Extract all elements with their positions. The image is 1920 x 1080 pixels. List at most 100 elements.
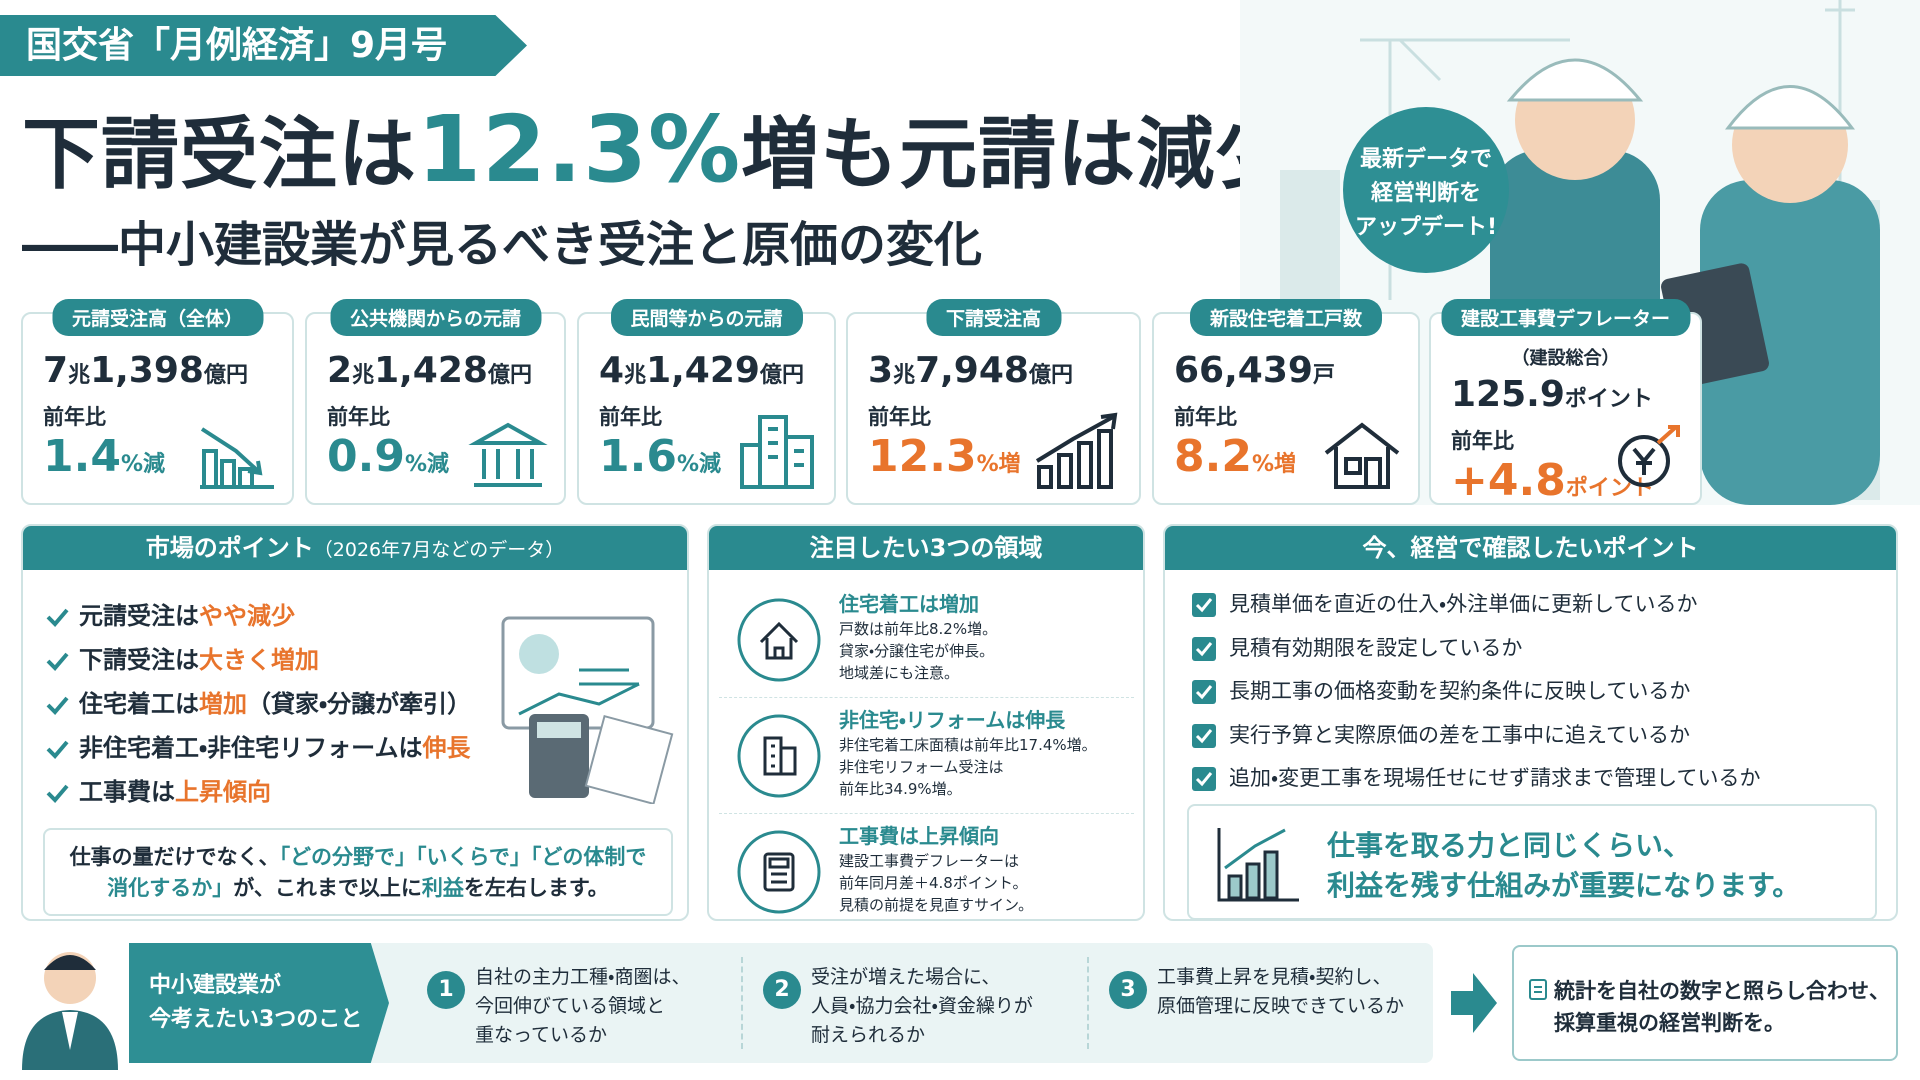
text: 経営判断を	[1370, 181, 1481, 206]
stepnum: 1	[427, 971, 465, 1009]
s: 億円	[759, 363, 804, 388]
text: 統計を自社の数字と照らし合わせ、	[1554, 979, 1890, 1003]
rect	[1192, 767, 1216, 791]
seg: （貸家・分譲が牽引）	[247, 690, 472, 718]
seg: 住宅着工は	[79, 690, 199, 718]
g	[1618, 425, 1680, 487]
kpi-label: 民間等からの元請	[610, 299, 803, 336]
b: 0.9	[327, 431, 405, 482]
blabel: 中小建設業が今考えたい3つのこと	[129, 943, 389, 1063]
hl: 大きく増加	[199, 646, 319, 674]
g	[1324, 422, 1400, 489]
callout: 仕事を取る力と同じくらい、 利益を残す仕組みが重要になります。	[1187, 804, 1877, 919]
svg	[1192, 636, 1216, 661]
text: 工事費上昇を見積・契約し、	[1157, 966, 1392, 988]
kpi-icon	[1324, 422, 1400, 489]
path	[771, 872, 787, 884]
step: 受注が増えた場合に、 人員・協力会社・資金繰りが 耐えられるか	[811, 963, 1033, 1050]
text: 重なっているか	[475, 1024, 608, 1046]
text: 今考えたい3つのこと	[149, 1007, 363, 1032]
l: 前年同月差＋4.8ポイント。	[839, 874, 1028, 892]
b: 1,398	[90, 350, 204, 391]
rect	[1192, 723, 1216, 748]
rect	[1245, 862, 1261, 900]
final: 統計を自社の数字と照らし合わせ、 採算重視の経営判断を。	[1512, 945, 1898, 1061]
path	[46, 784, 69, 803]
rect	[1227, 874, 1243, 900]
hl: 12.3%	[417, 96, 742, 203]
hl: 上昇傾向	[175, 778, 271, 806]
path	[1195, 728, 1213, 743]
rect	[779, 746, 797, 776]
panel-head: 今、経営で確認したいポイント	[1165, 526, 1896, 570]
kpi-label: 元請受注高（全体）	[51, 299, 264, 336]
g	[200, 427, 274, 489]
kpi-label: 新設住宅着工戸数	[1189, 299, 1383, 336]
kpi-compare: 前年比	[868, 405, 931, 429]
path	[1656, 425, 1680, 445]
hl: 伸長	[422, 734, 471, 762]
seg: 工事費は	[79, 778, 175, 806]
kpi-value: 3兆7,948億円	[868, 350, 1139, 391]
g	[737, 830, 821, 914]
path	[44, 955, 96, 970]
path	[1195, 685, 1213, 700]
kpi-value: 125.9ポイント	[1451, 374, 1700, 415]
path	[200, 427, 260, 473]
hl: 「どの分野で」「いくらで」「どの体制で消化するか」	[107, 845, 647, 900]
ficon	[737, 714, 821, 798]
text: 耐えられるか	[811, 1024, 926, 1046]
b: 125.9	[1451, 374, 1565, 415]
kpi-change: +4.8ポイント	[1451, 455, 1700, 506]
text: 長期工事の価格変動を契約条件に反映しているか	[1229, 679, 1691, 703]
path	[771, 744, 775, 768]
text: 原価管理に反映できているか	[1157, 995, 1405, 1017]
kpi-change: 1.4%減	[43, 431, 292, 482]
kpi-value: 4兆1,429億円	[599, 350, 834, 391]
rect	[1192, 593, 1216, 617]
path	[1195, 772, 1213, 787]
kpi-label: 公共機関からの元請	[329, 299, 542, 336]
kpi: 公共機関からの元請 2兆1,428億円 前年比 0.9%減	[305, 299, 566, 505]
b: 3	[868, 350, 894, 391]
circle	[519, 634, 559, 674]
s: %減	[404, 452, 449, 477]
subtitle: ――中小建設業が見るべき受注と原価の変化	[22, 217, 983, 273]
circle	[1618, 435, 1670, 487]
mitem: 住宅着工は増加（貸家・分譲が牽引）	[45, 684, 471, 719]
step: 自社の主力工種・商圏は、 今回伸びている領域と 重なっているか	[475, 963, 690, 1050]
s: 戸	[1312, 363, 1335, 388]
path	[1035, 415, 1114, 463]
path	[46, 608, 69, 627]
citem: 見積有効期限を設定しているか	[1191, 632, 1522, 662]
path	[62, 1012, 78, 1050]
b: 1.4	[43, 431, 121, 482]
ficon2	[1529, 979, 1547, 1000]
fitem: 非住宅・リフォームは伸長 非住宅着工床面積は前年比17.4%増。 非住宅リフォーム…	[719, 698, 1134, 814]
rect	[1037, 465, 1053, 489]
kpi-change: 12.3%増	[868, 431, 1139, 482]
kpi-change: 1.6%減	[599, 431, 834, 482]
path	[768, 427, 804, 467]
svg	[46, 784, 69, 803]
l: 戸数は前年比8.2%増。	[839, 620, 998, 638]
text: 追加・変更工事を現場任せにせず請求まで管理しているか	[1229, 766, 1761, 790]
tag: 国交省「月例経済」9月号	[0, 15, 527, 76]
kpi-value: 7兆1,398億円	[43, 350, 292, 391]
text: 中小建設業が	[149, 973, 282, 998]
s: 兆	[893, 363, 916, 388]
citem: 追加・変更工事を現場任せにせず請求まで管理しているか	[1191, 762, 1761, 792]
path	[46, 652, 69, 671]
s: 兆	[352, 363, 375, 388]
path	[518, 668, 640, 716]
b: 1.6	[599, 431, 677, 482]
text: 最新データで	[1359, 147, 1492, 172]
path	[247, 460, 263, 476]
citem: 見積単価を直近の仕入・外注単価に更新しているか	[1191, 588, 1698, 618]
path	[1506, 58, 1644, 102]
path	[474, 449, 542, 487]
text: 下請受注は	[22, 110, 418, 200]
text: 今回伸びている領域と	[475, 995, 666, 1017]
seg: 元請受注は	[79, 602, 199, 630]
svg	[46, 652, 69, 671]
